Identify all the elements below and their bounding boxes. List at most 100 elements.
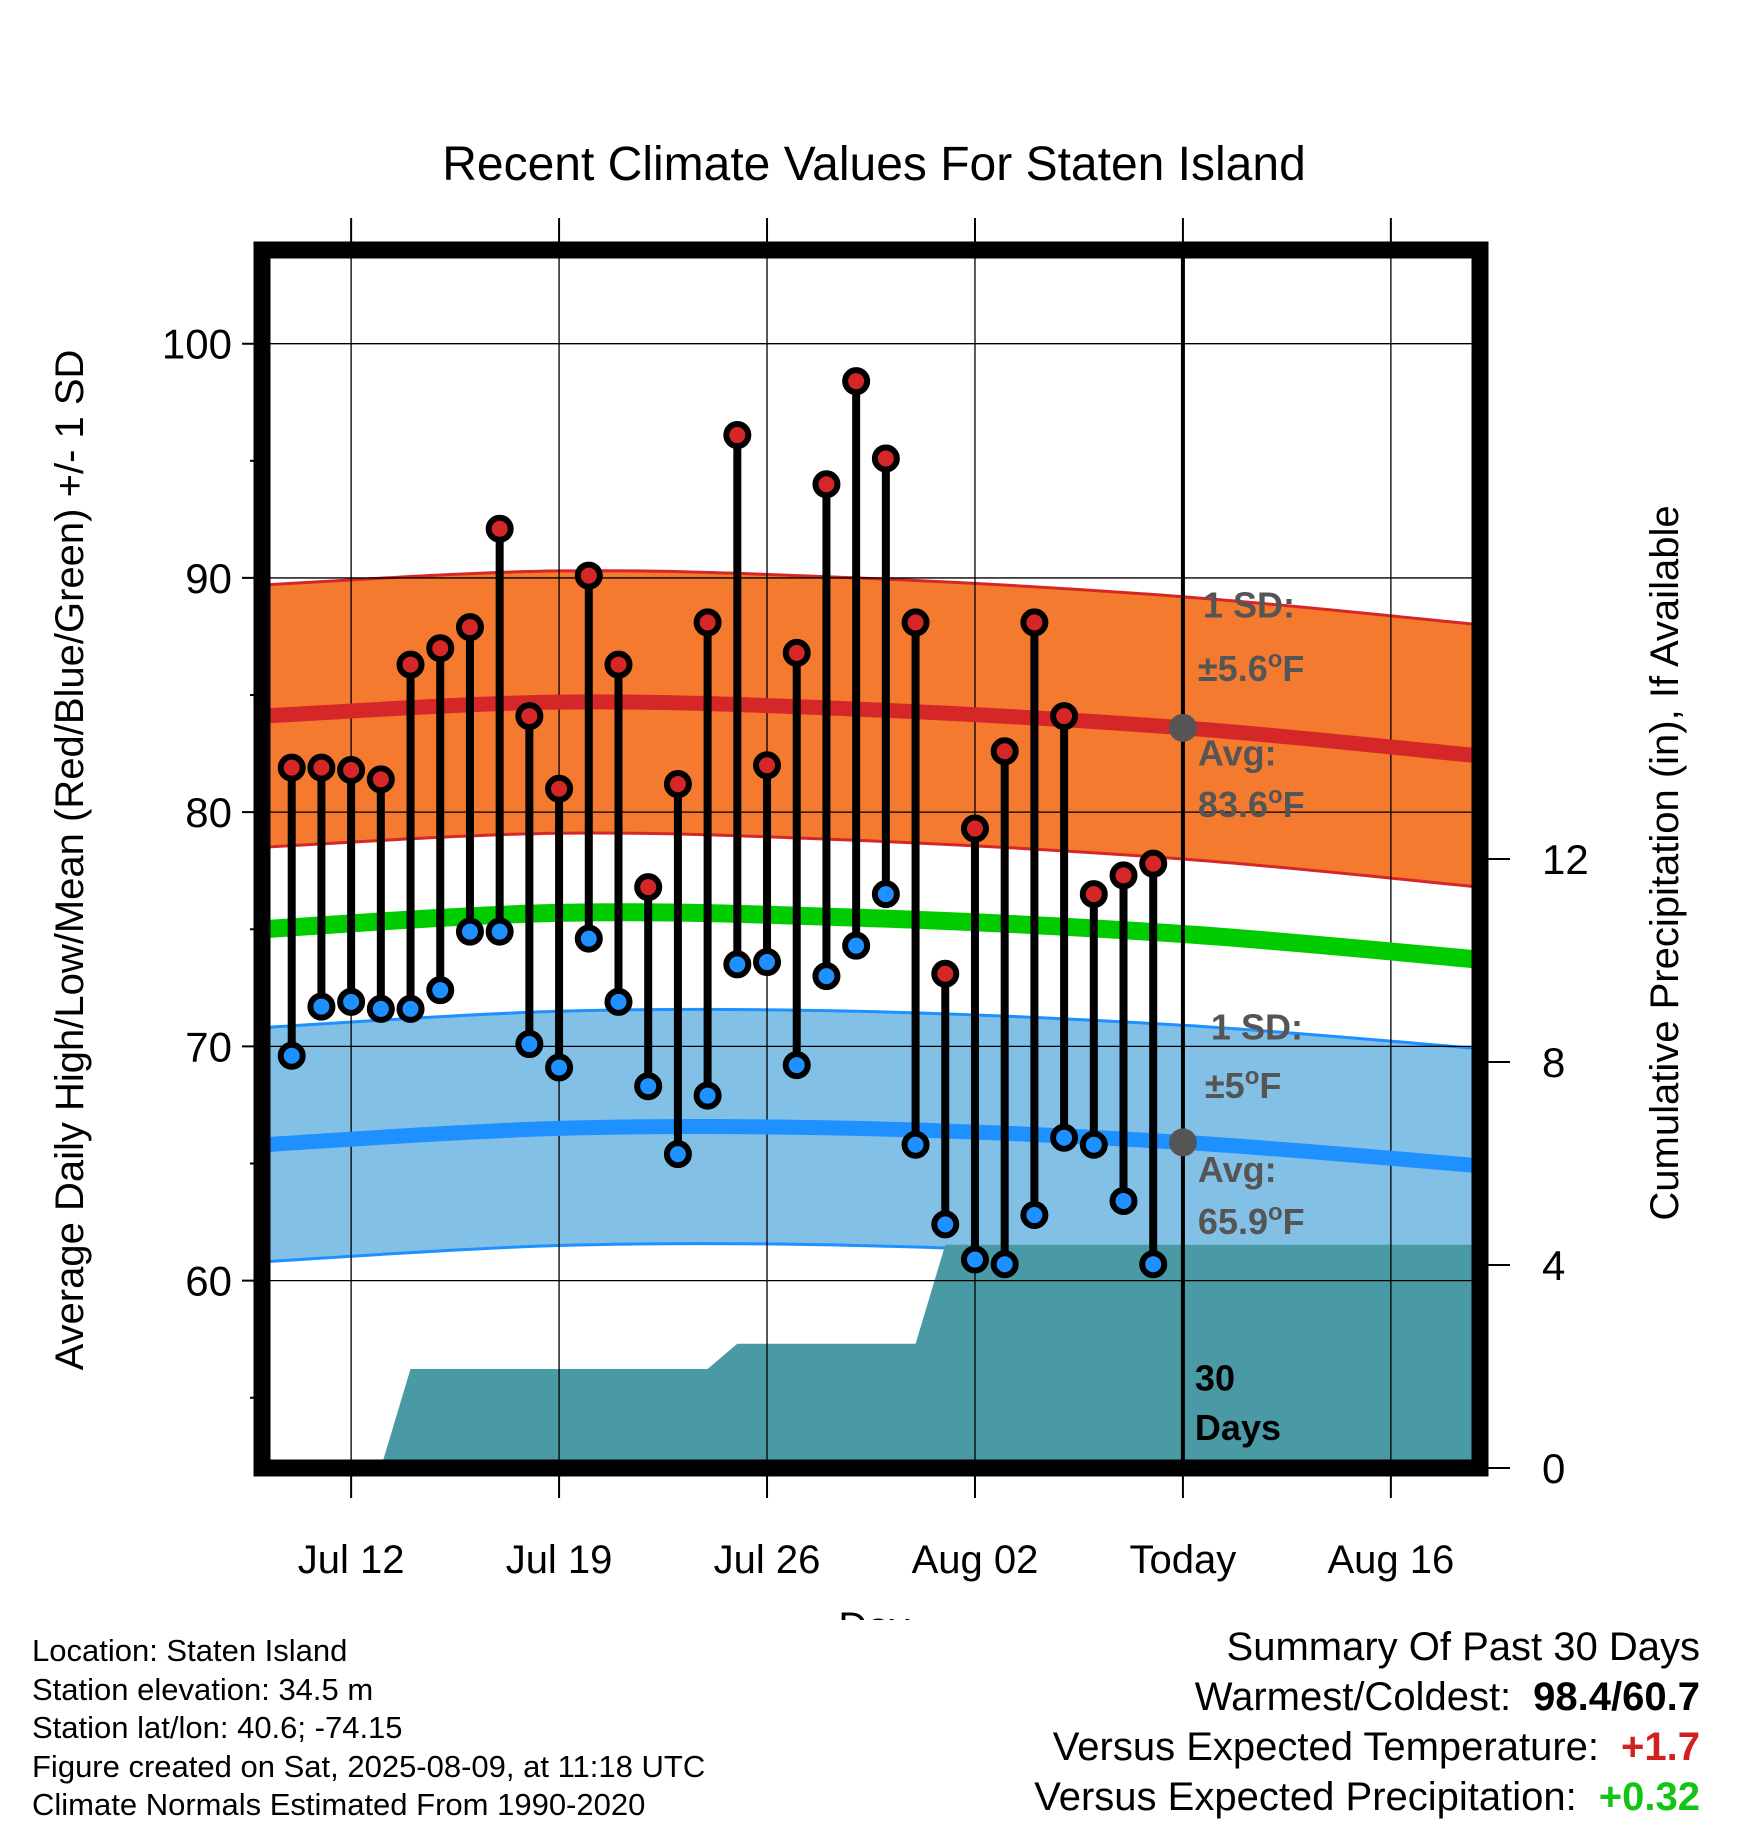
daily-high-point xyxy=(307,753,336,782)
high-avg-value-part: o xyxy=(1268,782,1283,809)
today-avg-high-marker xyxy=(1168,713,1197,742)
station-info: Location: Staten Island Station elevatio… xyxy=(32,1632,705,1825)
daily-high-point xyxy=(515,702,544,731)
daily-high-point xyxy=(366,765,395,794)
daily-low-point xyxy=(396,994,425,1023)
daily-low-point xyxy=(1109,1186,1138,1215)
low-sd-value-part: F xyxy=(1259,1065,1281,1106)
daily-high-point xyxy=(782,638,811,667)
high-avg-value-part: F xyxy=(1283,784,1305,825)
daily-high-point xyxy=(1109,861,1138,890)
high-avg-value-part: 83.6 xyxy=(1198,784,1268,825)
y2-tick-label: 8 xyxy=(1542,1039,1565,1086)
daily-low-point xyxy=(871,880,900,909)
daily-low-point xyxy=(782,1051,811,1080)
x-tick-label: Jul 12 xyxy=(298,1538,405,1582)
daily-high-point xyxy=(1079,880,1108,909)
temp-value: +1.7 xyxy=(1621,1725,1700,1769)
daily-high-point xyxy=(960,814,989,843)
precip-area xyxy=(380,1244,1480,1468)
daily-high-point xyxy=(842,367,871,396)
daily-low-point xyxy=(1139,1250,1168,1279)
high-sd-value-part: ±5.6 xyxy=(1198,648,1268,689)
temp-row: Versus Expected Temperature: +1.7 xyxy=(1034,1722,1700,1772)
x-tick-label: Jul 19 xyxy=(506,1538,613,1582)
today-avg-low-marker xyxy=(1168,1128,1197,1157)
summary-panel: Summary Of Past 30 Days Warmest/Coldest:… xyxy=(1034,1622,1700,1822)
daily-low-point xyxy=(812,962,841,991)
daily-high-point xyxy=(693,608,722,637)
daily-low-point xyxy=(634,1072,663,1101)
daily-low-point xyxy=(277,1041,306,1070)
y-tick-label: 100 xyxy=(162,321,232,368)
daily-low-point xyxy=(990,1250,1019,1279)
daily-low-point xyxy=(455,917,484,946)
daily-low-point xyxy=(604,987,633,1016)
high-sd-band xyxy=(262,570,1480,888)
y-tick-label: 90 xyxy=(185,555,232,602)
temp-label: Versus Expected Temperature: xyxy=(1052,1725,1600,1769)
created-text: Figure created on Sat, 2025-08-09, at 11… xyxy=(32,1748,706,1784)
high-avg-label: Avg: xyxy=(1198,732,1277,773)
daily-low-point xyxy=(1020,1201,1049,1230)
y2-tick-label: 0 xyxy=(1542,1445,1565,1492)
daily-low-point xyxy=(574,924,603,953)
x-tick-label: Aug 16 xyxy=(1327,1538,1454,1582)
daily-high-point xyxy=(1020,608,1049,637)
low-sd-value-part: o xyxy=(1245,1063,1260,1090)
low-sd-value: ±5oF xyxy=(1205,1063,1281,1106)
today-days-word: Days xyxy=(1195,1407,1281,1448)
daily-low-point xyxy=(366,994,395,1023)
daily-low-point xyxy=(545,1053,574,1082)
normals-text: Climate Normals Estimated From 1990-2020 xyxy=(32,1787,646,1822)
x-tick-label: Today xyxy=(1130,1538,1237,1582)
precip-value: +0.32 xyxy=(1598,1775,1700,1819)
plot-content xyxy=(262,250,1480,1468)
daily-low-point xyxy=(842,931,871,960)
daily-high-point xyxy=(574,561,603,590)
low-sd-upper-line xyxy=(262,1007,1480,1051)
daily-high-point xyxy=(545,774,574,803)
low-sd-label-part: 1 SD: xyxy=(1211,1006,1303,1047)
climate-chart: Recent Climate Values For Staten Island … xyxy=(48,138,1687,1620)
high-sd-value: ±5.6oF xyxy=(1198,646,1304,689)
daily-low-point xyxy=(1050,1123,1079,1152)
daily-high-point xyxy=(753,751,782,780)
precip-label: Versus Expected Precipitation: xyxy=(1034,1775,1577,1819)
low-avg-label-part: Avg: xyxy=(1198,1149,1277,1190)
high-sd-label-part: 1 SD: xyxy=(1203,585,1295,626)
daily-high-point xyxy=(277,753,306,782)
low-avg-value-part: F xyxy=(1283,1201,1305,1242)
high-avg-value: 83.6oF xyxy=(1198,782,1305,825)
high-sd-label: 1 SD: xyxy=(1203,585,1295,626)
daily-low-point xyxy=(485,917,514,946)
daily-high-point xyxy=(396,650,425,679)
daily-low-point xyxy=(931,1210,960,1239)
daily-low-point xyxy=(307,992,336,1021)
latlon-text: Station lat/lon: 40.6; -74.15 xyxy=(32,1710,403,1745)
daily-high-point xyxy=(901,608,930,637)
daily-high-point xyxy=(812,470,841,499)
precip-row: Versus Expected Precipitation: +0.32 xyxy=(1034,1772,1700,1822)
y-tick-label: 80 xyxy=(185,789,232,836)
summary-title: Summary Of Past 30 Days xyxy=(1226,1625,1700,1669)
low-avg-value: 65.9oF xyxy=(1198,1199,1305,1242)
daily-high-point xyxy=(723,421,752,450)
plot-area xyxy=(262,250,1480,1468)
daily-high-point xyxy=(990,737,1019,766)
daily-low-point xyxy=(723,950,752,979)
today-days-number: 30 xyxy=(1195,1358,1235,1399)
avg-low-line xyxy=(262,1118,1480,1174)
daily-high-point xyxy=(1139,849,1168,878)
low-avg-label: Avg: xyxy=(1198,1149,1277,1190)
x-tick-label: Aug 02 xyxy=(912,1538,1039,1582)
axes: 60 70 80 90 100 0 4 8 12 Jul 12 Jul 19 Jul 26 Aug 02… xyxy=(48,218,1687,1620)
daily-low-point xyxy=(1079,1130,1108,1159)
daily-high-point xyxy=(455,613,484,642)
daily-low-point xyxy=(337,987,366,1016)
daily-high-point xyxy=(1050,702,1079,731)
daily-low-point xyxy=(693,1081,722,1110)
high-sd-value-part: F xyxy=(1282,648,1304,689)
low-sd-label: 1 SD: xyxy=(1211,1006,1303,1047)
daily-high-point xyxy=(634,873,663,902)
